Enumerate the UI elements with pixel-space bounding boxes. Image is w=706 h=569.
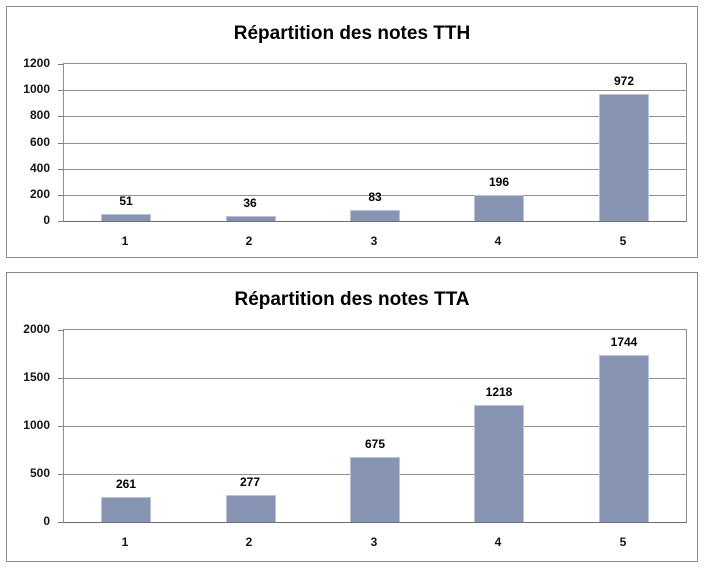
gridline: [64, 143, 686, 144]
category-label: 4: [494, 535, 502, 549]
y-axis-label: 400: [29, 161, 50, 175]
y-axis-tick: [58, 169, 63, 170]
bar-value-label: 261: [115, 477, 137, 491]
bar: [599, 94, 649, 221]
chart-tth: Répartition des notes TTH 51 36 83 196 972 0…: [6, 6, 698, 258]
bar-value-label: 36: [243, 196, 257, 210]
gridline: [64, 90, 686, 91]
gridline: [64, 378, 686, 379]
y-axis-label: 1500: [23, 370, 50, 384]
y-axis-label: 1000: [23, 418, 50, 432]
gridline: [64, 426, 686, 427]
y-axis-tick: [58, 426, 63, 427]
chart-title: Répartition des notes TTA: [234, 289, 470, 310]
y-axis-label: 600: [29, 135, 50, 149]
y-axis-tick: [58, 221, 63, 222]
y-axis-tick: [58, 116, 63, 117]
gridline: [64, 195, 686, 196]
category-label: 5: [619, 535, 627, 549]
bar: [226, 216, 276, 221]
bar-value-label: 83: [368, 190, 382, 204]
category-label: 1: [121, 234, 129, 248]
category-label: 5: [619, 234, 627, 248]
y-axis-label: 1200: [23, 56, 50, 70]
y-axis-tick: [58, 474, 63, 475]
plot-area: 51 36 83 196 972: [58, 63, 687, 222]
bar-value-label: 51: [119, 194, 133, 208]
chart-title: Répartition des notes TTH: [233, 23, 471, 44]
y-axis-label: 0: [43, 514, 50, 528]
bar-value-label: 196: [488, 175, 510, 189]
bar-value-label: 675: [364, 437, 386, 451]
y-axis-label: 500: [29, 466, 50, 480]
y-axis-tick: [58, 378, 63, 379]
y-axis-label: 0: [43, 213, 50, 227]
category-label: 4: [494, 234, 502, 248]
category-label: 1: [121, 535, 129, 549]
bar: [226, 495, 276, 522]
y-axis-tick: [58, 195, 63, 196]
bar: [474, 195, 524, 221]
y-axis-label: 800: [29, 108, 50, 122]
y-axis-tick: [58, 143, 63, 144]
y-axis-tick: [58, 330, 63, 331]
bar: [350, 457, 400, 522]
bar-value-label: 1744: [610, 335, 638, 349]
bar-value-label: 1218: [485, 385, 513, 399]
y-axis-tick: [58, 522, 63, 523]
category-label: 2: [245, 535, 253, 549]
bar: [474, 405, 524, 522]
chart-tta: Répartition des notes TTA 261 277 675 1218 1…: [6, 272, 698, 562]
bar-value-label: 277: [239, 475, 261, 489]
bar: [350, 210, 400, 221]
y-axis-label: 2000: [23, 322, 50, 336]
bar: [101, 214, 151, 221]
y-axis-label: 200: [29, 187, 50, 201]
y-axis-tick: [58, 90, 63, 91]
plot-area: 261 277 675 1218 1744: [58, 329, 687, 523]
category-label: 3: [370, 535, 378, 549]
bar: [101, 497, 151, 522]
y-axis-label: 1000: [23, 82, 50, 96]
category-label: 2: [245, 234, 253, 248]
category-label: 3: [370, 234, 378, 248]
gridline: [64, 169, 686, 170]
y-axis-tick: [58, 64, 63, 65]
bar-value-label: 972: [613, 74, 635, 88]
gridline: [64, 116, 686, 117]
bar: [599, 355, 649, 522]
